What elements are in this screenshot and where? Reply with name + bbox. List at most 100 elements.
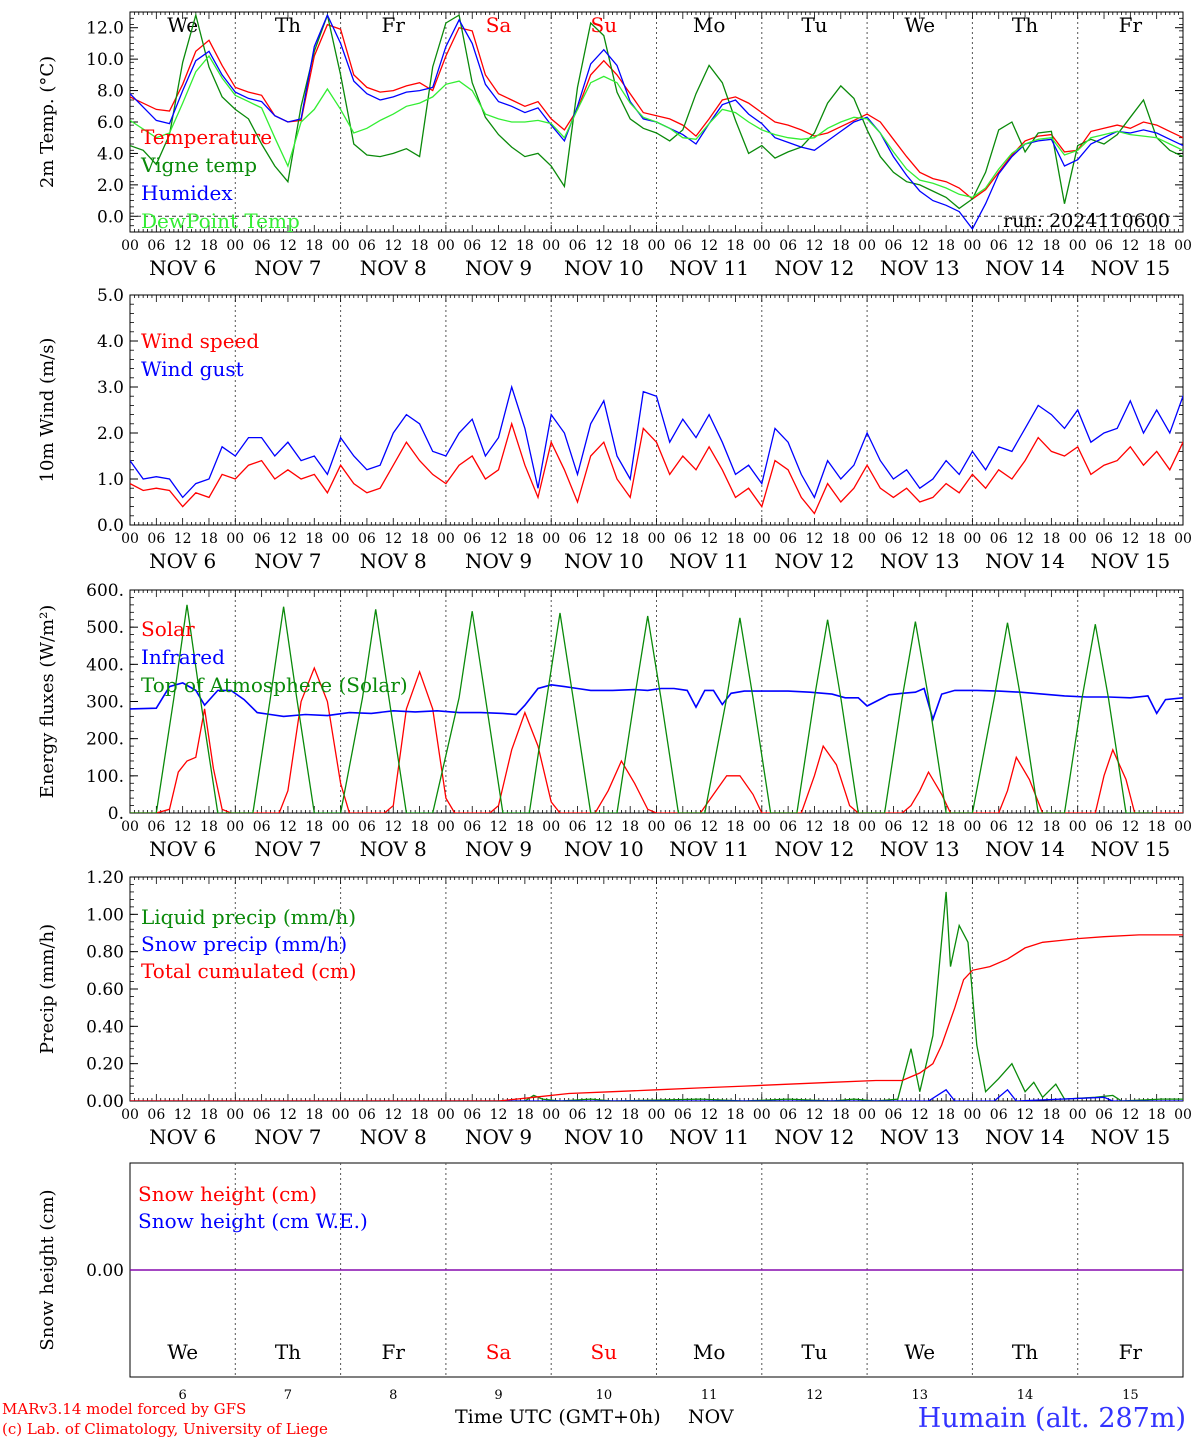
- snow-legend-entry: Snow height (cm): [138, 1182, 317, 1206]
- energy-hour-label: 12: [174, 819, 192, 835]
- wind-hour-label: 06: [463, 531, 481, 547]
- footer-model: MARv3.14 model forced by GFS: [2, 1400, 246, 1418]
- energy-hour-label: 12: [384, 819, 402, 835]
- energy-y-tick-label: 0.: [108, 804, 124, 824]
- wind-hour-label: 12: [911, 531, 929, 547]
- precip-hour-label: 12: [490, 1107, 508, 1123]
- wind-date-label: NOV 11: [669, 549, 749, 573]
- temp-hour-label: 06: [990, 238, 1008, 254]
- wind-hour-label: 00: [332, 531, 350, 547]
- precip-hour-label: 06: [463, 1107, 481, 1123]
- temp-hour-label: 18: [411, 238, 429, 254]
- precip-hour-label: 06: [990, 1107, 1008, 1123]
- energy-hour-label: 06: [147, 819, 165, 835]
- snow-weekday-label: Th: [275, 1340, 301, 1364]
- precip-hour-label: 06: [253, 1107, 271, 1123]
- temp-hour-label: 00: [753, 238, 771, 254]
- energy-y-axis-label: Energy fluxes (W/m²): [37, 605, 58, 799]
- energy-hour-label: 06: [674, 819, 692, 835]
- temp-series-dewpoint-temp: [130, 54, 1183, 199]
- wind-date-label: NOV 14: [985, 549, 1065, 573]
- wind-date-label: NOV 12: [775, 549, 855, 573]
- temp-hour-label: 18: [621, 238, 639, 254]
- energy-hour-label: 00: [963, 819, 981, 835]
- wind-date-label: NOV 8: [360, 549, 427, 573]
- energy-y-tick-label: 300.: [86, 693, 124, 713]
- temp-legend-entry: DewPoint Temp: [141, 209, 300, 233]
- precip-hour-label: 18: [832, 1107, 850, 1123]
- precip-hour-label: 00: [1174, 1107, 1192, 1123]
- temp-hour-label: 12: [174, 238, 192, 254]
- precip-hour-label: 18: [516, 1107, 534, 1123]
- wind-hour-label: 12: [1121, 531, 1139, 547]
- precip-hour-label: 12: [1121, 1107, 1139, 1123]
- precip-y-tick-label: 0.00: [86, 1092, 124, 1112]
- precip-date-label: NOV 10: [564, 1125, 644, 1149]
- precip-date-label: NOV 7: [254, 1125, 321, 1149]
- wind-hour-label: 06: [253, 531, 271, 547]
- snow-day-number: 7: [284, 1388, 292, 1403]
- wind-hour-label: 06: [569, 531, 587, 547]
- precip-date-label: NOV 8: [360, 1125, 427, 1149]
- energy-panel: 0. 100. 200. 300. 400. 500. 600. Energy fluxes …: [37, 581, 1192, 861]
- energy-series-top-of-atmosphere-solar: [130, 604, 1153, 813]
- snow-day-number: 11: [701, 1388, 718, 1403]
- snow-y-tick-label: 0.00: [86, 1261, 124, 1281]
- snow-day-number: 10: [596, 1388, 613, 1403]
- temp-hour-label: 18: [305, 238, 323, 254]
- temp-y-tick-label: 6.0: [97, 113, 124, 133]
- temp-panel: 0.0 2.0 4.0 6.0 8.0 10.0 12.0 2m Temp. (°C) 00 06…: [37, 11, 1192, 280]
- wind-hour-label: 00: [753, 531, 771, 547]
- precip-y-tick-label: 0.60: [86, 980, 124, 1000]
- temp-y-axis-label: 2m Temp. (°C): [37, 56, 58, 188]
- wind-y-tick-label: 1.0: [97, 470, 124, 490]
- snow-day-number: 13: [911, 1388, 928, 1403]
- wind-y-axis-label: 10m Wind (m/s): [37, 338, 58, 483]
- wind-hour-label: 00: [1174, 531, 1192, 547]
- temp-hour-label: 00: [121, 238, 139, 254]
- temp-hour-label: 06: [358, 238, 376, 254]
- temp-hour-label: 18: [1148, 238, 1166, 254]
- temp-weekday-label: Th: [275, 13, 301, 37]
- temp-date-label: NOV 7: [254, 256, 321, 280]
- temp-date-label: NOV 14: [985, 256, 1065, 280]
- wind-legend-entry: Wind gust: [141, 357, 244, 381]
- snow-day-number: 8: [389, 1388, 397, 1403]
- temp-hour-label: 18: [937, 238, 955, 254]
- footer-time-axis: Time UTC (GMT+0h): [455, 1406, 661, 1428]
- temp-hour-label: 06: [1095, 238, 1113, 254]
- temp-hour-label: 00: [1174, 238, 1192, 254]
- temp-hour-label: 00: [963, 238, 981, 254]
- temp-hour-label: 00: [858, 238, 876, 254]
- precip-hour-label: 12: [279, 1107, 297, 1123]
- energy-hour-label: 06: [253, 819, 271, 835]
- wind-hour-label: 12: [174, 531, 192, 547]
- wind-hour-label: 18: [200, 531, 218, 547]
- wind-hour-label: 00: [963, 531, 981, 547]
- wind-date-label: NOV 7: [254, 549, 321, 573]
- wind-hour-label: 12: [490, 531, 508, 547]
- snow-weekday-label: Mo: [693, 1340, 726, 1364]
- temp-legend-entry: Humidex: [141, 181, 233, 205]
- energy-y-tick-label: 500.: [86, 618, 124, 638]
- precip-hour-label: 00: [542, 1107, 560, 1123]
- precip-date-label: NOV 15: [1090, 1125, 1170, 1149]
- snow-weekday-label: Sa: [486, 1340, 512, 1364]
- wind-series-wind-speed: [130, 421, 1183, 515]
- wind-hour-label: 12: [279, 531, 297, 547]
- temp-hour-label: 06: [253, 238, 271, 254]
- precip-hour-label: 06: [885, 1107, 903, 1123]
- temp-hour-label: 06: [674, 238, 692, 254]
- energy-y-tick-label: 400.: [86, 655, 124, 675]
- energy-y-tick-label: 100.: [86, 767, 124, 787]
- wind-hour-label: 00: [542, 531, 560, 547]
- precip-hour-label: 00: [226, 1107, 244, 1123]
- snow-legend-entry: Snow height (cm W.E.): [138, 1209, 368, 1233]
- temp-series-humidex: [130, 13, 1183, 231]
- snow-y-axis-label: Snow height (cm): [37, 1189, 58, 1350]
- energy-hour-label: 12: [595, 819, 613, 835]
- wind-y-tick-label: 5.0: [97, 286, 124, 306]
- precip-hour-label: 12: [174, 1107, 192, 1123]
- energy-hour-label: 18: [200, 819, 218, 835]
- wind-hour-label: 00: [226, 531, 244, 547]
